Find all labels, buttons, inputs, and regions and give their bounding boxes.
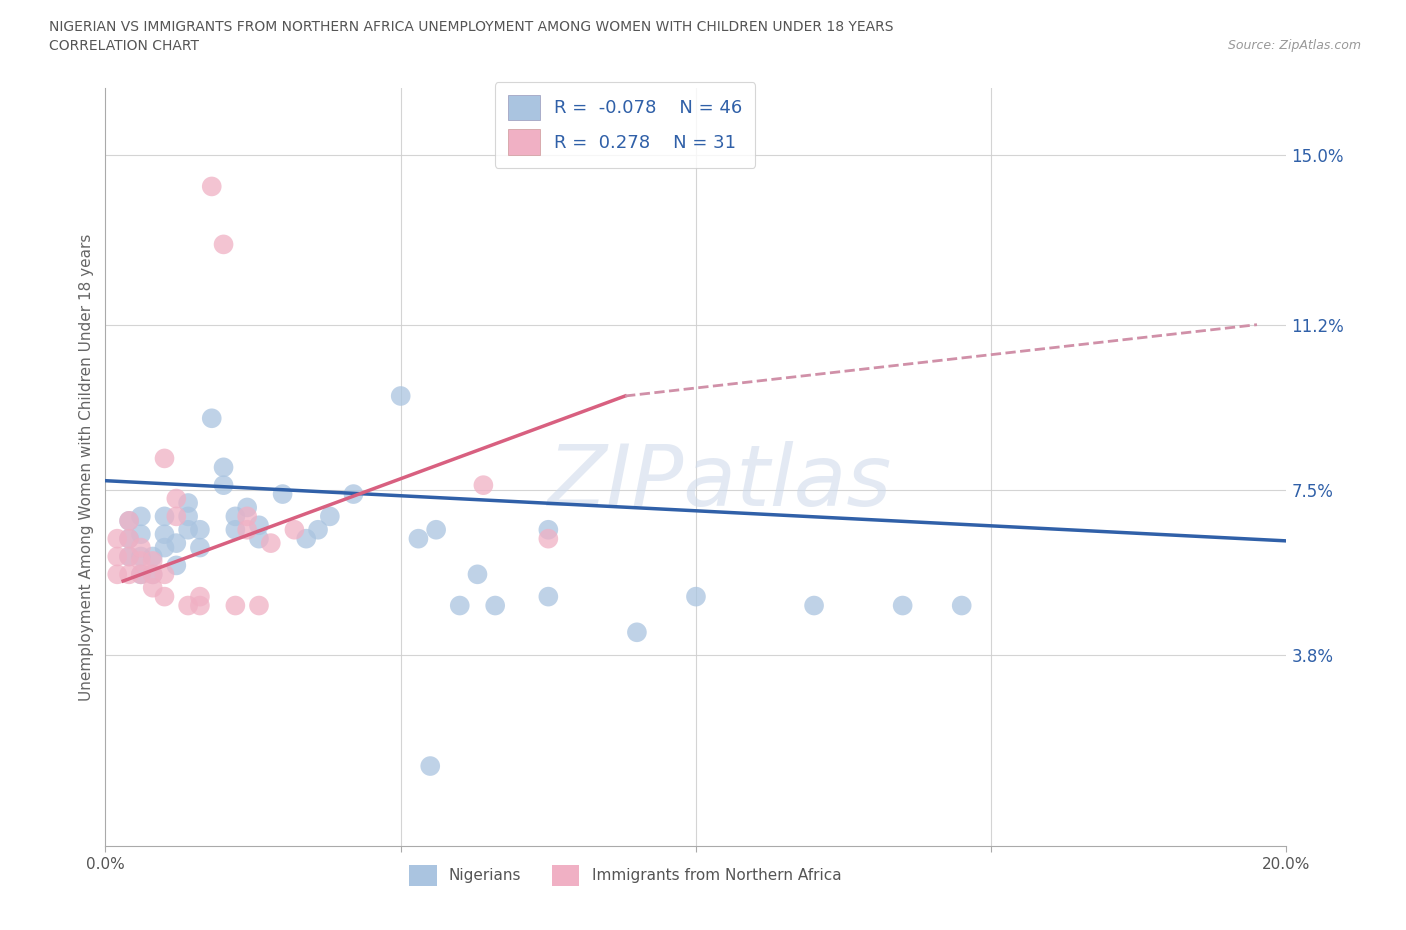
Point xyxy=(419,759,441,774)
Point xyxy=(449,598,471,613)
Y-axis label: Unemployment Among Women with Children Under 18 years: Unemployment Among Women with Children U… xyxy=(79,233,94,701)
Point xyxy=(118,531,141,546)
Text: Source: ZipAtlas.com: Source: ZipAtlas.com xyxy=(1227,39,1361,52)
Point xyxy=(472,478,495,493)
Text: CORRELATION CHART: CORRELATION CHART xyxy=(49,39,200,53)
Point xyxy=(950,598,973,613)
Point xyxy=(153,590,176,604)
Point xyxy=(188,590,211,604)
Legend: Nigerians, Immigrants from Northern Africa: Nigerians, Immigrants from Northern Afri… xyxy=(399,856,851,896)
Point xyxy=(118,549,141,564)
Point xyxy=(201,411,224,426)
Point xyxy=(177,496,200,511)
Point xyxy=(247,598,270,613)
Point xyxy=(153,526,176,541)
Point xyxy=(212,478,235,493)
Point xyxy=(129,567,152,582)
Point xyxy=(118,531,141,546)
Point xyxy=(153,567,176,582)
Point xyxy=(105,531,128,546)
Point xyxy=(177,598,200,613)
Point xyxy=(142,549,165,564)
Point xyxy=(118,549,141,564)
Point xyxy=(165,491,187,506)
Point xyxy=(236,500,259,515)
Point xyxy=(307,523,329,538)
Point xyxy=(142,567,165,582)
Point xyxy=(283,523,305,538)
Point xyxy=(342,486,364,501)
Point xyxy=(118,513,141,528)
Point xyxy=(319,509,342,524)
Point xyxy=(537,523,560,538)
Point xyxy=(236,523,259,538)
Point xyxy=(236,509,259,524)
Point xyxy=(118,567,141,582)
Point xyxy=(129,526,152,541)
Point xyxy=(188,523,211,538)
Point xyxy=(247,531,270,546)
Point xyxy=(484,598,506,613)
Point xyxy=(188,540,211,555)
Point xyxy=(685,590,707,604)
Point xyxy=(129,553,152,568)
Point xyxy=(153,540,176,555)
Text: NIGERIAN VS IMMIGRANTS FROM NORTHERN AFRICA UNEMPLOYMENT AMONG WOMEN WITH CHILDR: NIGERIAN VS IMMIGRANTS FROM NORTHERN AFR… xyxy=(49,20,894,34)
Point xyxy=(891,598,914,613)
Point xyxy=(165,558,187,573)
Point xyxy=(408,531,430,546)
Point xyxy=(224,509,246,524)
Point xyxy=(260,536,283,551)
Point xyxy=(224,523,246,538)
Point xyxy=(295,531,318,546)
Point xyxy=(153,509,176,524)
Point xyxy=(105,567,128,582)
Text: ZIPatlas: ZIPatlas xyxy=(547,441,891,524)
Point xyxy=(153,451,176,466)
Point xyxy=(142,553,165,568)
Point xyxy=(626,625,648,640)
Point xyxy=(142,580,165,595)
Point xyxy=(212,460,235,474)
Point xyxy=(142,567,165,582)
Point xyxy=(425,523,447,538)
Point xyxy=(803,598,825,613)
Point xyxy=(105,549,128,564)
Point xyxy=(177,523,200,538)
Point xyxy=(165,509,187,524)
Point xyxy=(224,598,246,613)
Point xyxy=(177,509,200,524)
Point xyxy=(118,513,141,528)
Point xyxy=(201,179,224,193)
Point xyxy=(247,518,270,533)
Point xyxy=(129,549,152,564)
Point xyxy=(271,486,294,501)
Point xyxy=(537,590,560,604)
Point xyxy=(188,598,211,613)
Point xyxy=(129,567,152,582)
Point xyxy=(129,509,152,524)
Point xyxy=(165,536,187,551)
Point xyxy=(467,567,489,582)
Point xyxy=(129,540,152,555)
Point xyxy=(389,389,412,404)
Point xyxy=(537,531,560,546)
Point xyxy=(212,237,235,252)
